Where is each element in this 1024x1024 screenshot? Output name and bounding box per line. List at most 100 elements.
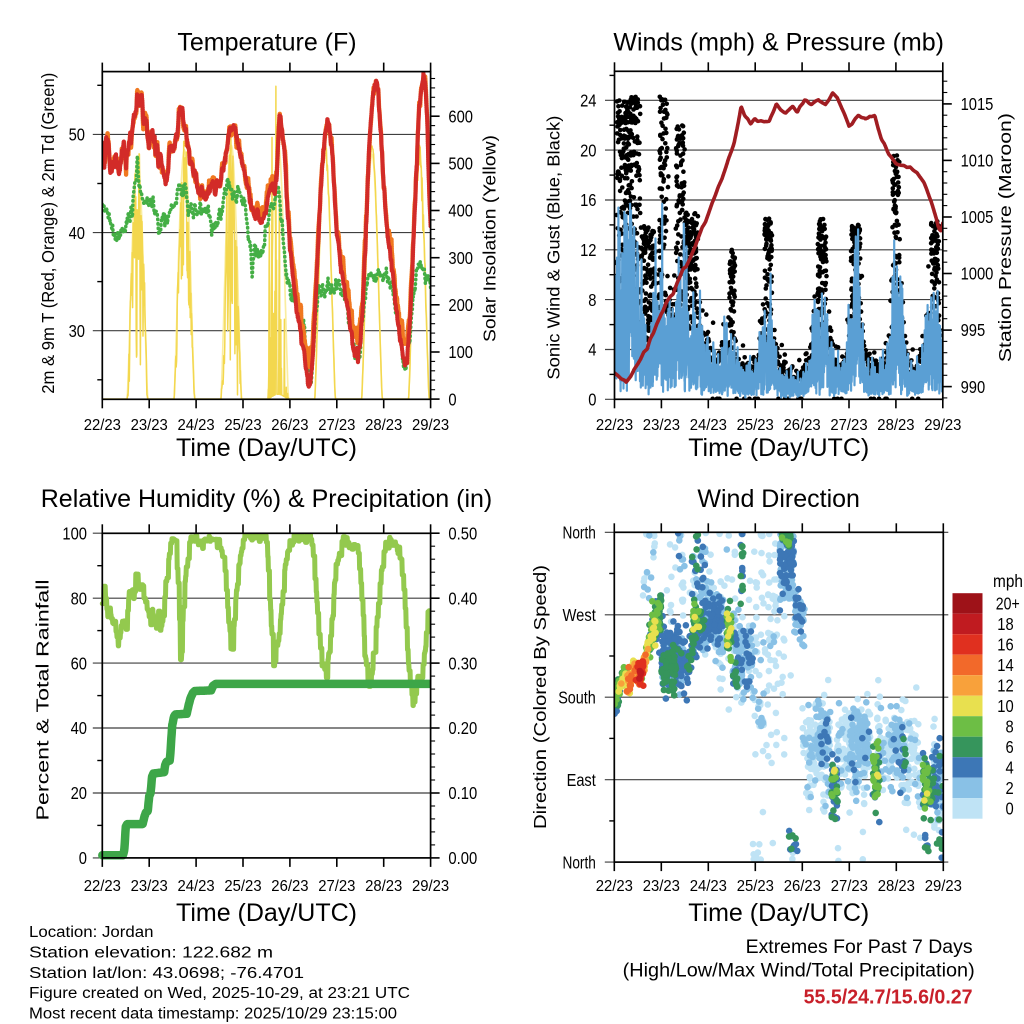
svg-text:West: West	[563, 605, 596, 625]
svg-text:300: 300	[448, 248, 473, 268]
svg-text:8: 8	[588, 290, 596, 310]
svg-text:Wind Direction: Wind Direction	[697, 485, 860, 513]
svg-text:Percent & Total Rainfall: Percent & Total Rainfall	[33, 580, 53, 821]
svg-text:Temperature (F): Temperature (F)	[177, 28, 356, 56]
svg-text:26/23: 26/23	[784, 417, 821, 434]
svg-text:27/23: 27/23	[318, 878, 355, 895]
svg-text:Station Pressure (Maroon): Station Pressure (Maroon)	[995, 113, 1015, 362]
svg-text:Direction (Colored By Speed): Direction (Colored By Speed)	[530, 565, 550, 829]
svg-text:40: 40	[71, 718, 87, 738]
svg-text:4: 4	[588, 340, 597, 360]
svg-text:23/23: 23/23	[131, 878, 168, 895]
svg-text:29/23: 29/23	[412, 417, 449, 434]
svg-text:0: 0	[79, 848, 87, 868]
svg-text:Time (Day/UTC): Time (Day/UTC)	[688, 899, 869, 927]
svg-text:mph: mph	[993, 571, 1023, 591]
svg-text:200: 200	[448, 295, 473, 315]
svg-text:29/23: 29/23	[924, 417, 961, 434]
svg-text:100: 100	[62, 524, 87, 544]
svg-text:16: 16	[580, 190, 596, 210]
svg-text:40: 40	[69, 223, 85, 243]
svg-text:4: 4	[1006, 758, 1015, 778]
svg-text:1005: 1005	[961, 207, 994, 227]
svg-text:24/23: 24/23	[690, 878, 727, 895]
svg-text:28/23: 28/23	[365, 417, 402, 434]
svg-text:22/23: 22/23	[84, 878, 121, 895]
svg-text:27/23: 27/23	[830, 417, 867, 434]
svg-text:Sonic Wind & Gust (Blue, Black: Sonic Wind & Gust (Blue, Black)	[544, 116, 564, 380]
svg-text:22/23: 22/23	[596, 878, 633, 895]
svg-text:North: North	[563, 852, 596, 872]
svg-text:24/23: 24/23	[690, 417, 727, 434]
svg-text:50: 50	[69, 125, 85, 145]
svg-text:2: 2	[1006, 778, 1014, 798]
svg-text:(High/Low/Max Wind/Total Preci: (High/Low/Max Wind/Total Precipitation)	[623, 959, 975, 981]
svg-text:100: 100	[448, 342, 473, 362]
svg-text:990: 990	[961, 377, 986, 397]
svg-text:55.5/24.7/15.6/0.27: 55.5/24.7/15.6/0.27	[804, 987, 973, 1009]
svg-text:Time (Day/UTC): Time (Day/UTC)	[688, 434, 869, 462]
svg-text:0.30: 0.30	[448, 653, 477, 673]
svg-text:29/23: 29/23	[412, 878, 449, 895]
svg-text:1015: 1015	[961, 94, 994, 114]
svg-text:South: South	[558, 687, 596, 707]
svg-text:14: 14	[997, 655, 1014, 675]
svg-text:East: East	[567, 770, 596, 790]
svg-text:28/23: 28/23	[878, 878, 915, 895]
svg-text:Winds (mph) & Pressure (mb): Winds (mph) & Pressure (mb)	[613, 28, 944, 56]
svg-text:1010: 1010	[961, 151, 994, 171]
svg-text:0.10: 0.10	[448, 783, 477, 803]
svg-text:North: North	[563, 523, 596, 543]
svg-text:18: 18	[997, 614, 1013, 634]
svg-text:0: 0	[1006, 799, 1014, 819]
svg-text:27/23: 27/23	[831, 878, 868, 895]
svg-text:400: 400	[448, 201, 473, 221]
svg-text:24: 24	[580, 91, 597, 111]
svg-text:22/23: 22/23	[84, 417, 121, 434]
svg-text:8: 8	[1006, 717, 1014, 737]
svg-text:25/23: 25/23	[737, 878, 774, 895]
svg-text:Station elevation: 122.682 m: Station elevation: 122.682 m	[29, 945, 273, 962]
svg-text:Station lat/lon: 43.0698; -76.: Station lat/lon: 43.0698; -76.4701	[29, 965, 304, 982]
svg-text:10: 10	[997, 696, 1013, 716]
svg-text:20: 20	[580, 140, 596, 160]
svg-text:Solar Insolation (Yellow): Solar Insolation (Yellow)	[480, 135, 500, 342]
svg-text:Location: Jordan: Location: Jordan	[29, 924, 154, 941]
svg-text:500: 500	[448, 154, 473, 174]
svg-text:0.00: 0.00	[448, 848, 477, 868]
svg-text:995: 995	[961, 320, 986, 340]
svg-text:26/23: 26/23	[271, 417, 308, 434]
svg-text:1000: 1000	[961, 264, 994, 284]
svg-text:25/23: 25/23	[224, 878, 261, 895]
svg-text:25/23: 25/23	[224, 417, 261, 434]
svg-text:28/23: 28/23	[877, 417, 914, 434]
svg-text:29/23: 29/23	[925, 878, 962, 895]
svg-text:23/23: 23/23	[643, 878, 680, 895]
svg-text:Most recent data timestamp: 20: Most recent data timestamp: 2025/10/29 2…	[29, 1006, 397, 1023]
svg-text:24/23: 24/23	[178, 417, 215, 434]
svg-text:6: 6	[1006, 737, 1014, 757]
svg-text:0.40: 0.40	[448, 588, 477, 608]
svg-text:600: 600	[448, 106, 473, 126]
svg-text:12: 12	[580, 240, 596, 260]
svg-text:20+: 20+	[996, 594, 1020, 614]
svg-text:Time (Day/UTC): Time (Day/UTC)	[176, 434, 357, 462]
svg-text:Relative Humidity (%) & Precip: Relative Humidity (%) & Precipitation (i…	[41, 485, 493, 513]
svg-text:28/23: 28/23	[365, 878, 402, 895]
svg-text:16: 16	[997, 635, 1013, 655]
svg-text:80: 80	[71, 588, 87, 608]
svg-text:0.20: 0.20	[448, 718, 477, 738]
svg-text:2m & 9m T (Red, Orange) & 2m T: 2m & 9m T (Red, Orange) & 2m Td (Green)	[38, 73, 58, 394]
svg-text:30: 30	[69, 321, 85, 341]
svg-text:25/23: 25/23	[737, 417, 774, 434]
svg-text:23/23: 23/23	[131, 417, 168, 434]
svg-text:Figure created on Wed, 2025-10: Figure created on Wed, 2025-10-29, at 23…	[29, 985, 410, 1002]
svg-text:26/23: 26/23	[271, 878, 308, 895]
svg-text:20: 20	[71, 783, 87, 803]
svg-text:26/23: 26/23	[784, 878, 821, 895]
svg-text:Time (Day/UTC): Time (Day/UTC)	[176, 899, 357, 927]
svg-text:60: 60	[71, 653, 87, 673]
svg-text:27/23: 27/23	[318, 417, 355, 434]
svg-text:0: 0	[448, 389, 456, 409]
svg-text:24/23: 24/23	[178, 878, 215, 895]
